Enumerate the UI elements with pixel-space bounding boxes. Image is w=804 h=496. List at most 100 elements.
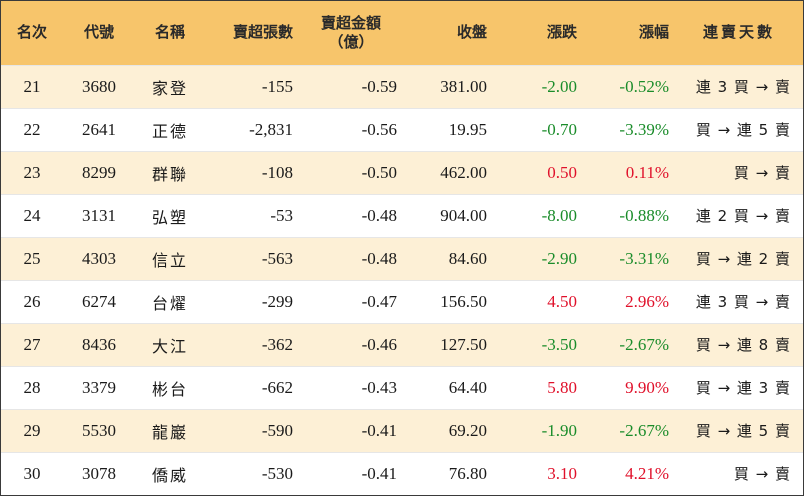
cell-streak: 買 → 連 8 賣 [695, 336, 791, 354]
cell-net-sell-lots: -563 [261, 248, 293, 268]
cell-pct: -0.52% [619, 76, 669, 96]
header-rank[interactable]: 名次 [16, 23, 47, 42]
cell-code: 8299 [82, 162, 116, 182]
cell-rank: 22 [23, 119, 41, 139]
cell-pct: 2.96% [625, 291, 669, 311]
table-row[interactable]: 23 8299 群聯 -108 -0.50 462.00 0.50 0.11% 買 → 賣 [1, 151, 803, 194]
table-row[interactable]: 21 3680 家登 -155 -0.59 381.00 -2.00 -0.52% 連 3 買 … [1, 65, 803, 108]
cell-change: -8.00 [541, 205, 577, 225]
cell-streak: 連 3 買 → 賣 [695, 78, 791, 96]
cell-net-sell-lots: -155 [261, 76, 293, 96]
cell-streak: 買 → 連 2 賣 [695, 250, 791, 268]
cell-close: 462.00 [440, 162, 487, 182]
cell-name: 台燿 [151, 293, 188, 313]
header-pct[interactable]: 漲幅 [638, 23, 669, 42]
cell-close: 381.00 [440, 76, 487, 96]
cell-close: 84.60 [448, 248, 487, 268]
cell-close: 904.00 [440, 205, 487, 225]
cell-net-sell-lots: -662 [261, 377, 293, 397]
cell-net-sell-amount: -0.48 [361, 205, 397, 225]
table-row[interactable]: 29 5530 龍巖 -590 -0.41 69.20 -1.90 -2.67% 買 → 連 5… [1, 409, 803, 452]
cell-rank: 29 [23, 420, 41, 440]
cell-code: 4303 [82, 248, 116, 268]
cell-pct: -0.88% [619, 205, 669, 225]
cell-change: 5.80 [547, 377, 577, 397]
cell-pct: -2.67% [619, 334, 669, 354]
cell-code: 3078 [82, 463, 116, 483]
cell-pct: 0.11% [625, 162, 669, 182]
cell-close: 69.20 [448, 420, 487, 440]
table-row[interactable]: 25 4303 信立 -563 -0.48 84.60 -2.90 -3.31% 買 → 連 2… [1, 237, 803, 280]
cell-close: 76.80 [448, 463, 487, 483]
cell-name: 正德 [151, 121, 188, 141]
cell-pct: -3.39% [619, 119, 669, 139]
cell-code: 5530 [82, 420, 116, 440]
cell-net-sell-lots: -590 [261, 420, 293, 440]
cell-net-sell-amount: -0.47 [361, 291, 397, 311]
cell-pct: 9.90% [625, 377, 669, 397]
header-net-sell-lots[interactable]: 賣超張數 [232, 23, 293, 42]
cell-code: 3131 [82, 205, 116, 225]
cell-close: 156.50 [440, 291, 487, 311]
cell-change: -0.70 [541, 119, 577, 139]
cell-rank: 24 [23, 205, 41, 225]
cell-net-sell-amount: -0.41 [361, 463, 397, 483]
cell-rank: 23 [23, 162, 41, 182]
cell-change: 3.10 [547, 463, 577, 483]
table-body: 21 3680 家登 -155 -0.59 381.00 -2.00 -0.52% 連 3 買 … [1, 65, 803, 495]
cell-net-sell-amount: -0.41 [361, 420, 397, 440]
cell-streak: 買 → 連 3 賣 [695, 379, 791, 397]
table-row[interactable]: 27 8436 大江 -362 -0.46 127.50 -3.50 -2.67% 買 → 連 … [1, 323, 803, 366]
cell-change: -2.00 [541, 76, 577, 96]
table-header: 名次 代號 名稱 賣超張數 賣超金額 （億） 收盤 漲跌 漲幅 連賣天數 [1, 1, 803, 65]
table-row[interactable]: 30 3078 僑威 -530 -0.41 76.80 3.10 4.21% 買 → 賣 [1, 452, 803, 495]
cell-net-sell-lots: -530 [261, 463, 293, 483]
cell-streak: 買 → 賣 [733, 465, 791, 484]
cell-net-sell-lots: -53 [270, 205, 293, 225]
cell-pct: -2.67% [619, 420, 669, 440]
cell-net-sell-lots: -299 [261, 291, 293, 311]
cell-rank: 28 [23, 377, 41, 397]
cell-code: 8436 [82, 334, 116, 354]
cell-rank: 21 [23, 76, 41, 96]
cell-rank: 30 [23, 463, 41, 483]
cell-name: 群聯 [151, 164, 188, 184]
header-net-sell-amount[interactable]: 賣超金額 （億） [299, 1, 403, 65]
header-name[interactable]: 名稱 [154, 23, 185, 42]
cell-name: 信立 [151, 250, 188, 270]
cell-net-sell-amount: -0.56 [361, 119, 397, 139]
cell-change: 0.50 [547, 162, 577, 182]
table-row[interactable]: 26 6274 台燿 -299 -0.47 156.50 4.50 2.96% 連 3 買 → … [1, 280, 803, 323]
cell-streak: 買 → 連 5 賣 [695, 121, 791, 139]
table-row[interactable]: 24 3131 弘塑 -53 -0.48 904.00 -8.00 -0.88% 連 2 買 →… [1, 194, 803, 237]
cell-net-sell-amount: -0.46 [361, 334, 397, 354]
cell-code: 6274 [82, 291, 116, 311]
cell-rank: 25 [23, 248, 41, 268]
cell-net-sell-lots: -108 [261, 162, 293, 182]
cell-net-sell-amount: -0.59 [361, 76, 397, 96]
cell-net-sell-lots: -362 [261, 334, 293, 354]
cell-streak: 連 3 買 → 賣 [695, 293, 791, 311]
table-row[interactable]: 22 2641 正德 -2,831 -0.56 19.95 -0.70 -3.39% 買 → 連… [1, 108, 803, 151]
cell-change: 4.50 [547, 291, 577, 311]
cell-rank: 27 [23, 334, 41, 354]
header-change[interactable]: 漲跌 [546, 23, 577, 42]
cell-streak: 買 → 連 5 賣 [695, 422, 791, 440]
header-code[interactable]: 代號 [83, 23, 114, 42]
cell-net-sell-amount: -0.43 [361, 377, 397, 397]
header-net-sell-amount-line1: 賣超金額 [320, 13, 381, 32]
cell-close: 127.50 [440, 334, 487, 354]
header-close[interactable]: 收盤 [456, 23, 487, 42]
header-streak[interactable]: 連賣天數 [702, 23, 775, 42]
cell-name: 家登 [151, 78, 188, 98]
table-row[interactable]: 28 3379 彬台 -662 -0.43 64.40 5.80 9.90% 買 → 連 3 賣 [1, 366, 803, 409]
cell-name: 龍巖 [151, 422, 188, 442]
cell-name: 弘塑 [151, 207, 188, 227]
cell-net-sell-amount: -0.48 [361, 248, 397, 268]
cell-name: 大江 [151, 336, 188, 356]
cell-streak: 買 → 賣 [733, 164, 791, 182]
cell-code: 2641 [82, 119, 116, 139]
cell-net-sell-lots: -2,831 [249, 119, 293, 139]
cell-streak: 連 2 買 → 賣 [695, 207, 791, 225]
